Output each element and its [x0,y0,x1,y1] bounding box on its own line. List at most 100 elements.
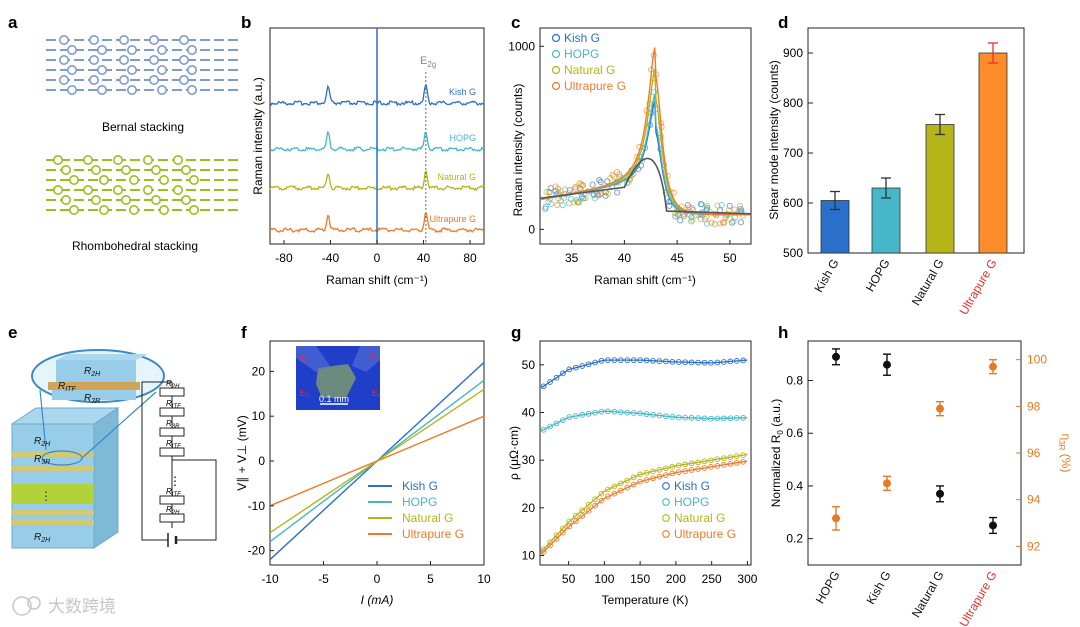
data-point [674,211,681,218]
layer-band [12,452,94,457]
atom [179,54,190,65]
data-point [572,184,579,191]
y-tick-label-h: 0.8 [786,374,803,388]
category-label-d: HOPG [863,257,893,295]
atom [58,54,69,65]
bar-ultrapure-g [978,52,1008,254]
data-point [553,532,560,539]
atom [60,165,71,176]
atom [83,155,94,166]
atom [179,75,190,86]
atom [151,165,162,176]
bar-hopg [871,187,901,254]
atom [99,205,110,216]
electrode [352,346,380,372]
y-axis-label-g: ρ (μΩ·cm) [507,426,521,480]
atom [121,195,132,206]
data-point [560,417,566,423]
data-point [613,169,621,176]
atom [69,205,80,216]
data-point [611,483,618,490]
eta-point [883,479,891,488]
data-point [553,374,560,381]
x-tick-label-b: 40 [417,251,431,265]
avg-fit-line [539,157,752,215]
panel-f: f -10 -5 0 5 10 -20 -10 0 10 20 Kish G HOPG Natural … [235,323,491,607]
data-point [572,513,579,519]
data-point [579,513,586,519]
atom [173,185,184,196]
atom [151,195,162,206]
y-axis-label-c: Raman intensity (counts) [511,84,525,217]
data-point [543,189,550,196]
iv-line [269,415,485,507]
atom [127,65,138,76]
panel-g: g 50 100 150 200 250 300 10 20 30 40 50 Kish G HOPG N… [507,323,758,607]
legend-label: HOPG [564,47,599,61]
x-tick-label-b: -80 [275,251,293,265]
data-point [701,216,709,223]
data-point [718,201,725,209]
sample-flake [316,364,356,398]
data-point [617,487,624,494]
x-tick-label-f: -5 [318,572,329,586]
atom [113,155,124,166]
y-tick-label-h: 0.6 [786,426,803,440]
data-point [596,177,603,184]
rhombohedral-label: Rhombohedral stacking [72,239,198,253]
atom [119,54,130,65]
y-tick-label-f: 0 [258,454,265,468]
plot-frame-g [539,340,752,566]
data-point [572,518,579,525]
atom [99,175,110,186]
atom [189,205,200,216]
x-tick-label-g: 150 [630,572,650,586]
y-tick-label-f: -20 [248,544,266,558]
y-tick-label-d: 900 [783,46,803,60]
panel-letter-a: a [8,13,18,32]
panel-letter-c: c [511,13,520,32]
data-point [611,490,618,497]
x-tick-label-c: 35 [565,251,579,265]
eta-point [832,514,840,523]
y2-axis-label-h: η3R (%) [1057,434,1073,473]
watermark: 大数跨境 [12,596,116,616]
y-axis-label-h: Normalized R0 (a.u.) [769,399,785,507]
x-tick-label-g: 250 [702,572,722,586]
watermark-logo-icon [12,596,32,616]
data-point [714,202,721,209]
atom [97,65,108,76]
x-axis-label-g: Temperature (K) [602,593,689,607]
legend-label: Natural G [674,511,725,525]
panel-letter-d: d [778,13,788,32]
atom [119,34,130,45]
atom [149,34,160,45]
legend-marker [551,81,561,91]
x-axis-label-c: Raman shift (cm⁻¹) [594,273,696,287]
data-point [598,497,605,504]
panel-letter-g: g [511,323,521,342]
resistor [159,447,185,457]
y-tick-label-h: 0.2 [786,532,803,546]
legend-label: Kish G [564,31,600,45]
atom [187,85,198,96]
atom [119,75,130,86]
r0-point [883,360,891,369]
data-point [708,219,715,226]
x-tick-label-b: 0 [374,251,381,265]
category-label-d: Kish G [811,257,841,295]
plot-frame-c [539,27,752,245]
data-point [579,507,586,514]
atom [149,54,160,65]
data-point [560,529,566,536]
category-label-h: Ultrapure G [956,569,999,627]
atom [187,65,198,76]
legend-label: Ultrapure G [564,79,626,93]
atom [127,44,138,55]
data-point [698,201,705,208]
atom [113,185,124,196]
legend-label: HOPG [674,495,709,509]
resistor-label: R2H [84,366,101,378]
plot-frame-d [807,27,1025,254]
